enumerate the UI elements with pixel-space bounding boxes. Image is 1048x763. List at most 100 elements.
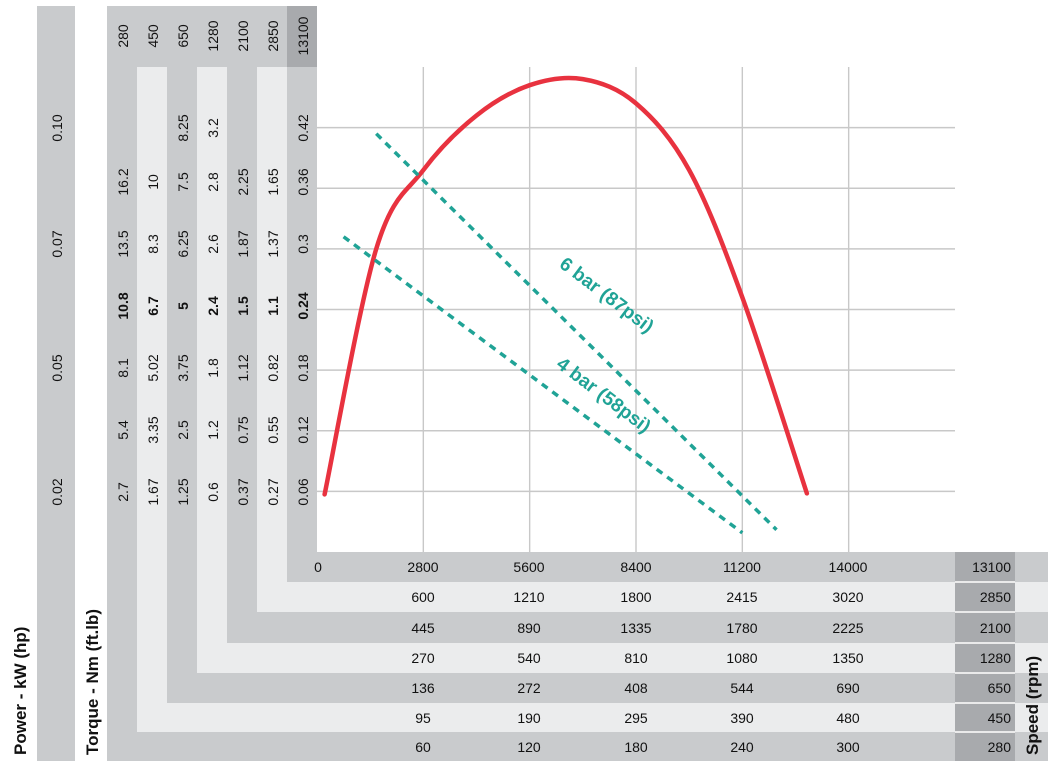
speed-tick-label: 272 [517, 680, 541, 696]
speed-axis-title: Speed (rpm) [1023, 656, 1042, 755]
torque-label: 1.8 [205, 358, 221, 378]
torque-label: 0.37 [235, 478, 251, 505]
power-band [37, 6, 75, 761]
torque-label: 10 [145, 174, 161, 190]
torque-label: 16.2 [115, 168, 131, 195]
speed-tick-label: 11200 [723, 559, 761, 575]
torque-label: 1.12 [235, 354, 251, 381]
torque-label: 2.7 [115, 482, 131, 502]
torque-label: 1.2 [205, 420, 221, 440]
speed-tick-label: 5600 [513, 559, 544, 575]
torque-label: 8.25 [175, 114, 191, 141]
speed-column [955, 552, 1015, 761]
speed-tick-label: 136 [411, 680, 435, 696]
speed-tick-label: 95 [415, 710, 431, 726]
speed-tick-label: 2415 [726, 589, 757, 605]
speed-tick-label: 810 [624, 650, 648, 666]
torque-label: 7.5 [175, 172, 191, 192]
speed-column-label: 450 [988, 710, 1012, 726]
speed-tick-label: 0 [314, 559, 322, 575]
torque-label: 0.82 [265, 354, 281, 381]
speed-tick-label: 1080 [726, 650, 757, 666]
speed-tick-label: 180 [624, 739, 648, 755]
speed-tick-label: 890 [517, 620, 541, 636]
speed-header-label: 2100 [235, 20, 251, 51]
speed-tick-label: 445 [411, 620, 435, 636]
speed-tick-label: 2800 [407, 559, 438, 575]
speed-tick-label: 540 [517, 650, 541, 666]
torque-label: 8.1 [115, 358, 131, 378]
torque-line-2 [342, 235, 744, 535]
speed-tick-label: 1350 [832, 650, 863, 666]
grid [317, 67, 955, 552]
torque-label: 3.2 [205, 118, 221, 138]
speed-tick-label: 1800 [620, 589, 651, 605]
speed-header-labels: 280 450 650 1280 2100 2850 13100 [115, 16, 311, 55]
power-label: 0.07 [49, 230, 65, 257]
torque-label: 6.7 [145, 296, 161, 316]
torque-label: 1.1 [265, 296, 281, 316]
torque-label: 0.3 [295, 234, 311, 254]
speed-tick-label: 1210 [513, 589, 544, 605]
speed-column-label: 280 [988, 739, 1012, 755]
torque-label: 0.06 [295, 478, 311, 505]
torque-label: 2.5 [175, 420, 191, 440]
speed-tick-label: 295 [624, 710, 648, 726]
speed-header-label: 650 [175, 24, 191, 48]
speed-column-labels: 13100 2850 2100 1280 650 450 280 [972, 559, 1011, 755]
speed-column-label: 650 [988, 680, 1012, 696]
torque-label: 1.67 [145, 478, 161, 505]
speed-tick-label: 1335 [620, 620, 651, 636]
speed-tick-label: 690 [836, 680, 860, 696]
speed-tick-label: 190 [517, 710, 541, 726]
torque-label: 5 [175, 302, 191, 310]
speed-tick-label: 390 [730, 710, 754, 726]
speed-tick-label: 480 [836, 710, 860, 726]
torque-label: 10.8 [115, 292, 131, 319]
torque-label: 6.25 [175, 230, 191, 257]
speed-tick-label: 600 [411, 589, 435, 605]
speed-header-label: 1280 [205, 20, 221, 51]
torque-line-1 [375, 132, 778, 532]
torque-label: 0.18 [295, 354, 311, 381]
speed-rows: 0 2800 5600 8400 11200 14000 600 1210 18… [314, 559, 868, 755]
speed-header-label: 2850 [265, 20, 281, 51]
speed-tick-label: 544 [730, 680, 754, 696]
torque-label: 1.5 [235, 296, 251, 316]
speed-tick-label: 14000 [829, 559, 868, 575]
speed-header-label: 13100 [295, 16, 311, 55]
power-label: 0.02 [49, 478, 65, 505]
torque-label: 0.75 [235, 416, 251, 443]
torque-label: 0.12 [295, 416, 311, 443]
speed-tick-label: 1780 [726, 620, 757, 636]
torque-label: 0.42 [295, 114, 311, 141]
torque-label: 0.55 [265, 416, 281, 443]
torque-label: 3.35 [145, 416, 161, 443]
torque-label: 2.4 [205, 296, 221, 316]
speed-header-band [107, 6, 317, 67]
torque-label: 2.25 [235, 168, 251, 195]
speed-tick-label: 270 [411, 650, 435, 666]
torque-label: 3.75 [175, 354, 191, 381]
torque-label: 1.25 [175, 478, 191, 505]
speed-column-dividers [955, 581, 1015, 733]
torque-columns: 2.7 5.4 8.1 10.8 13.5 16.2 1.67 3.35 5.0… [115, 114, 311, 505]
speed-tick-label: 240 [730, 739, 754, 755]
torque-label: 0.27 [265, 478, 281, 505]
speed-tick-label: 408 [624, 680, 648, 696]
speed-header-label: 280 [115, 24, 131, 48]
torque-label: 5.4 [115, 420, 131, 440]
power-label: 0.05 [49, 354, 65, 381]
speed-tick-label: 120 [517, 739, 541, 755]
power-axis-title: Power - kW (hp) [11, 627, 30, 755]
power-labels: 0.02 0.05 0.07 0.10 [49, 114, 65, 505]
torque-label: 0.6 [205, 482, 221, 502]
speed-tick-label: 8400 [620, 559, 651, 575]
speed-column-label: 13100 [972, 559, 1011, 575]
speed-tick-label: 3020 [832, 589, 863, 605]
power-label: 0.10 [49, 114, 65, 141]
torque-label: 0.36 [295, 168, 311, 195]
torque-label: 1.87 [235, 230, 251, 257]
speed-header-label: 450 [145, 24, 161, 48]
